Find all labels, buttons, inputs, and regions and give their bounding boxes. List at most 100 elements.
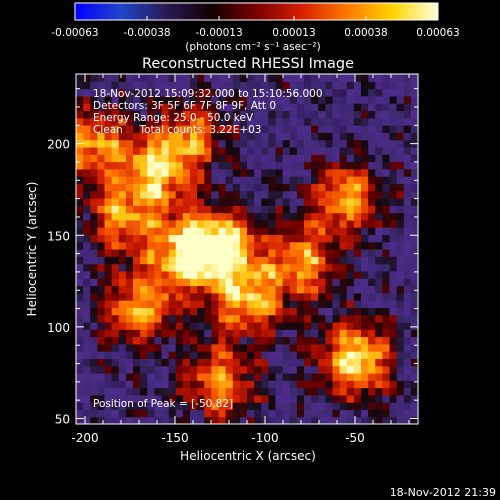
heatmap-cell — [375, 365, 383, 374]
heatmap-cell — [268, 81, 277, 90]
heatmap-cell — [83, 190, 91, 199]
heatmap-cell — [339, 219, 348, 228]
heatmap-cell — [125, 336, 134, 345]
heatmap-cell — [182, 81, 191, 90]
heatmap-cell — [140, 139, 148, 148]
heatmap-cell — [275, 74, 284, 82]
heatmap-cell — [318, 372, 326, 381]
heatmap-cell — [282, 416, 291, 424]
heatmap-cell — [389, 161, 398, 170]
heatmap-cell — [125, 307, 134, 316]
heatmap-cell — [318, 117, 326, 126]
heatmap-cell — [289, 278, 298, 287]
heatmap-cell — [83, 329, 91, 338]
heatmap-cell — [318, 256, 326, 265]
heatmap-cell — [175, 125, 184, 133]
heatmap-cell — [175, 117, 184, 126]
heatmap-cell — [83, 212, 91, 221]
heatmap-cell — [339, 125, 348, 133]
heatmap-cell — [232, 197, 241, 206]
heatmap-cell — [97, 300, 106, 308]
heatmap-cell — [147, 81, 155, 90]
heatmap-cell — [232, 249, 241, 257]
heatmap-cell — [83, 234, 91, 243]
heatmap-cell — [396, 234, 405, 243]
heatmap-cell — [353, 154, 362, 163]
heatmap-cell — [218, 234, 227, 243]
heatmap-cell — [232, 270, 241, 279]
heatmap-cell — [353, 270, 362, 279]
heatmap-cell — [111, 394, 120, 403]
heatmap-cell — [204, 307, 212, 316]
heatmap-cell — [389, 307, 398, 316]
heatmap-cell — [168, 278, 177, 287]
heatmap-cell — [268, 256, 277, 265]
heatmap-cell — [318, 270, 326, 279]
heatmap-cell — [197, 190, 205, 199]
heatmap-cell — [197, 256, 205, 265]
heatmap-cell — [318, 394, 326, 403]
heatmap-cell — [268, 88, 277, 97]
heatmap-cell — [190, 103, 198, 112]
heatmap-cell — [368, 168, 376, 177]
heatmap-cell — [211, 161, 220, 170]
heatmap-cell — [182, 314, 191, 323]
heatmap-cell — [282, 270, 291, 279]
heatmap-cell — [282, 103, 291, 112]
heatmap-cell — [254, 117, 262, 126]
heatmap-cell — [247, 387, 255, 396]
heatmap-cell — [218, 249, 227, 257]
heatmap-cell — [296, 351, 305, 359]
heatmap-cell — [204, 372, 212, 381]
heatmap-cell — [190, 329, 198, 338]
heatmap-cell — [296, 161, 305, 170]
heatmap-cell — [403, 256, 412, 265]
heatmap-cell — [140, 321, 148, 330]
heatmap-cell — [225, 125, 234, 133]
heatmap-cell — [268, 336, 277, 345]
heatmap-cell — [218, 380, 227, 389]
heatmap-cell — [296, 321, 305, 330]
heatmap-cell — [211, 81, 220, 90]
heatmap-cell — [218, 95, 227, 104]
heatmap-cell — [353, 234, 362, 243]
heatmap-cell — [410, 365, 418, 374]
heatmap-cell — [361, 176, 369, 184]
heatmap-cell — [111, 241, 120, 250]
heatmap-cell — [282, 278, 291, 287]
heatmap-cell — [389, 285, 398, 294]
heatmap-cell — [90, 176, 98, 184]
heatmap-cell — [296, 176, 305, 184]
heatmap-cell — [304, 81, 312, 90]
heatmap-cell — [118, 372, 127, 381]
heatmap-cell — [346, 321, 355, 330]
heatmap-cell — [304, 219, 312, 228]
heatmap-cell — [353, 365, 362, 374]
heatmap-cell — [76, 416, 84, 424]
heatmap-cell — [361, 321, 369, 330]
heatmap-cell — [76, 307, 84, 316]
heatmap-cell — [410, 314, 418, 323]
heatmap-cell — [325, 365, 334, 374]
heatmap-cell — [375, 132, 383, 141]
heatmap-cell — [97, 358, 106, 367]
heatmap-cell — [361, 270, 369, 279]
heatmap-cell — [275, 234, 284, 243]
heatmap-cell — [154, 139, 163, 148]
heatmap-cell — [339, 387, 348, 396]
heatmap-cell — [304, 139, 312, 148]
heatmap-cell — [197, 394, 205, 403]
heatmap-cell — [268, 300, 277, 308]
heatmap-cell — [332, 146, 341, 155]
heatmap-cell — [304, 270, 312, 279]
heatmap-cell — [296, 336, 305, 345]
heatmap-cell — [182, 380, 191, 389]
heatmap-cell — [190, 110, 198, 119]
heatmap-cell — [190, 234, 198, 243]
heatmap-cell — [318, 125, 326, 133]
heatmap-cell — [339, 263, 348, 272]
heatmap-cell — [118, 409, 127, 418]
heatmap-cell — [368, 139, 376, 148]
heatmap-cell — [97, 74, 106, 82]
heatmap-cell — [90, 161, 98, 170]
